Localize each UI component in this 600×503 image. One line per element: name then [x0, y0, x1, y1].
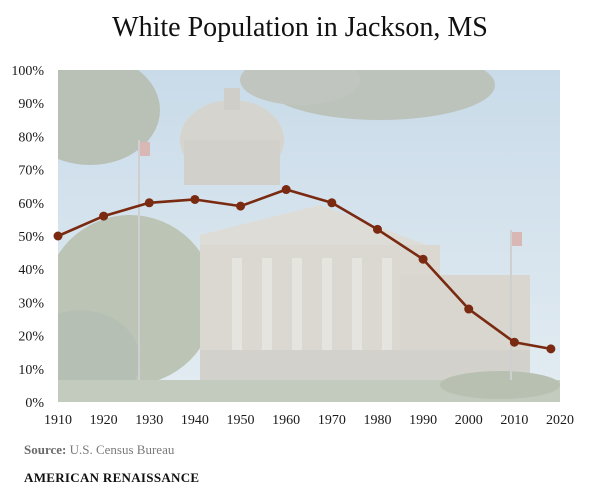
x-tick-label: 1960 [272, 413, 300, 428]
data-point [509, 337, 519, 347]
data-point [190, 194, 200, 204]
data-point [372, 224, 382, 234]
x-tick-label: 1930 [135, 413, 163, 428]
y-tick-label: 100% [11, 64, 44, 79]
brand-logo-text: AMERICAN RENAISSANCE [24, 470, 200, 485]
data-point [53, 231, 63, 241]
x-axis: 1910 1920 1930 1940 1950 1960 1970 1980 1990 2000… [44, 413, 574, 428]
x-tick-label: 1970 [318, 413, 346, 428]
y-tick-label: 30% [18, 296, 44, 311]
x-tick-label: 1980 [363, 413, 391, 428]
y-tick-label: 50% [18, 230, 44, 245]
data-point [418, 254, 428, 264]
chart-title: White Population in Jackson, MS [112, 12, 488, 43]
x-tick-label: 2020 [546, 413, 574, 428]
data-point [99, 211, 109, 221]
y-tick-label: 70% [18, 164, 44, 179]
y-axis: 0% 10% 20% 30% 40% 50% 60% 70% 80% 90% 100% [11, 64, 44, 411]
source-note: Source: U.S. Census Bureau [24, 442, 174, 458]
y-tick-label: 80% [18, 130, 44, 145]
x-tick-label: 1950 [227, 413, 255, 428]
x-tick-label: 2010 [500, 413, 528, 428]
source-text: U.S. Census Bureau [69, 442, 175, 457]
x-tick-label: 1990 [409, 413, 437, 428]
y-tick-label: 10% [18, 363, 44, 378]
series-layer [53, 185, 556, 354]
background-photo [58, 70, 560, 402]
data-point [327, 198, 337, 208]
x-tick-label: 2000 [455, 413, 483, 428]
data-point [144, 198, 154, 208]
series-line [57, 188, 552, 351]
x-tick-label: 1910 [44, 413, 72, 428]
y-tick-label: 0% [25, 396, 44, 411]
y-tick-label: 40% [18, 263, 44, 278]
y-tick-label: 20% [18, 330, 44, 345]
x-tick-label: 1920 [90, 413, 118, 428]
data-point [281, 185, 291, 195]
data-point [464, 304, 474, 314]
y-tick-label: 60% [18, 197, 44, 212]
y-tick-label: 90% [18, 97, 44, 112]
data-point [236, 201, 246, 211]
data-point [546, 344, 556, 354]
x-tick-label: 1940 [181, 413, 209, 428]
source-label: Source: [24, 442, 67, 457]
